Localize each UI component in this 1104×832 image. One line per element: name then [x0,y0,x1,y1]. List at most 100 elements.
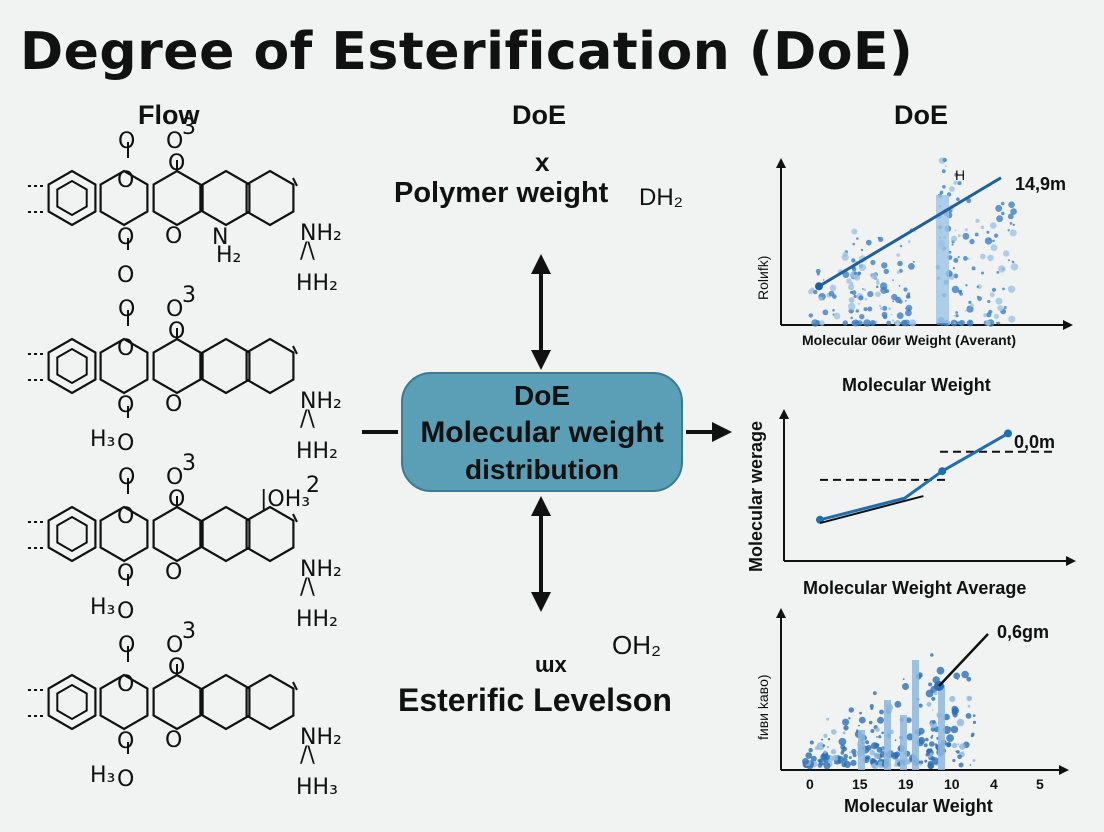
data-point [942,185,946,189]
data-point [957,743,960,746]
data-point [863,307,868,312]
data-point [980,253,986,260]
data-point [849,281,854,286]
data-point [931,696,936,701]
data-point [951,707,960,715]
group-hh: HH₂ [296,271,338,296]
group-hh: HH₂ [296,607,338,632]
data-point [881,731,884,735]
box-line-distribution: distribution [465,454,619,485]
data-point [997,305,1004,312]
ring-inner [56,515,88,553]
ring [152,505,202,563]
data-point [1010,263,1019,271]
ring [152,673,202,731]
data-point [1011,260,1015,264]
data-point [964,228,968,232]
data-point [962,232,970,240]
data-point [912,260,915,263]
data-point [841,253,849,261]
data-point [813,289,818,295]
data-point [902,683,909,690]
data-point [879,709,884,715]
multiply-label: x [535,147,550,177]
data-point [996,215,1003,223]
data-point [855,309,859,313]
data-point [886,320,892,326]
trend-line [818,176,1002,288]
data-point [1007,229,1010,232]
data-point [931,709,934,711]
group-h3: H₃ [90,763,115,788]
data-point [851,228,858,235]
data-point [956,197,960,201]
bottom-oh2-label: OH₂ [612,630,662,660]
data-point [957,754,962,760]
data-point [966,695,972,702]
data-point [956,718,965,727]
polymer-weight-label: Polymer weight [394,177,609,209]
data-point [951,243,954,246]
data-point [880,306,884,310]
bar [900,715,907,770]
data-point [965,713,972,719]
data-point [875,285,879,289]
data-point [1007,285,1016,293]
data-point [953,314,956,317]
x-tick-label: 4 [990,776,998,792]
data-point [871,763,877,769]
atom-o: O [117,225,134,250]
data-point [1008,315,1016,323]
data-point [993,313,1000,319]
atom-o: O [165,728,182,753]
data-point [919,763,922,766]
data-point [925,737,929,742]
ring [245,673,295,731]
data-point [989,292,995,298]
data-point [897,260,903,267]
data-point [857,302,861,305]
ring [99,505,149,563]
data-point [896,253,900,257]
data-point [970,734,974,738]
data-point [881,311,888,318]
data-point [851,290,857,295]
data-point [863,288,866,292]
atom-o: O [118,465,135,490]
data-point [891,319,895,322]
data-point [972,714,976,717]
group-hh: HH₂ [296,439,338,464]
ring [152,169,202,227]
data-point [877,236,880,240]
data-point [953,257,959,263]
data-point [808,748,813,753]
data-point [842,731,846,735]
data-point [815,268,821,274]
data-point [892,279,894,281]
data-point [841,761,847,768]
data-point [956,750,960,754]
data-point [976,295,980,298]
chart-3: 0,6gm 0 15 19 10 4 5 fиви kaвo) Molecular Weight [755,608,1069,816]
atom-o: O [165,392,182,417]
data-point [983,313,988,318]
ring [245,337,295,395]
callout-line [938,633,989,687]
data-point [954,229,957,232]
data-point [1009,229,1017,237]
data-point [878,735,882,739]
data-point [848,717,851,720]
atom-o3: O [166,633,183,658]
data-point [929,748,933,752]
data-point [949,695,956,703]
data-point [858,716,866,724]
bond [292,345,298,355]
atom-o: O [117,672,134,697]
bond [292,177,298,187]
data-point [833,312,841,320]
data-point [859,711,862,715]
data-point [856,237,859,240]
data-point [1008,201,1015,208]
data-point [925,753,929,757]
data-point [821,738,824,741]
